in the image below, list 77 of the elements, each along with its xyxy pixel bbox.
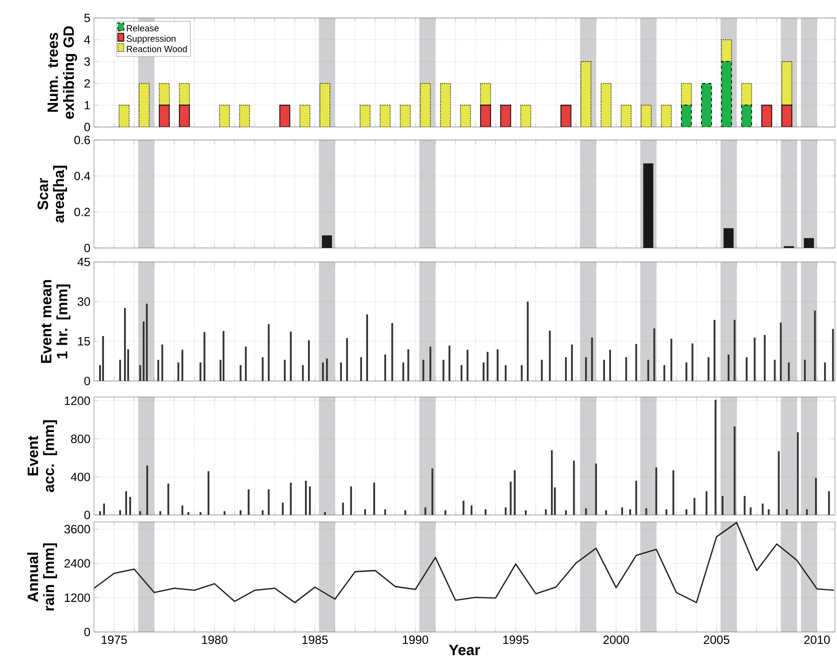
bar — [158, 104, 170, 127]
y-tick-label: 0 — [84, 376, 90, 386]
bar — [500, 104, 512, 127]
y-axis-title: Num. trees exhibting GD — [48, 26, 78, 119]
y-tick-label: 15 — [78, 337, 90, 346]
bar — [781, 61, 792, 106]
x-tick-label: 2010 — [804, 636, 830, 644]
y-axis-title: Event mean 1 hr. [mm] — [41, 280, 70, 363]
legend-label: Suppression — [126, 35, 176, 44]
y-tick-label: 3 — [84, 57, 90, 66]
x-tick-label: 1985 — [302, 636, 328, 644]
bar — [299, 104, 310, 127]
y-tick-label: 45 — [77, 258, 90, 266]
y-tick-label: 1200 — [64, 396, 90, 406]
bar — [721, 39, 732, 62]
bar — [480, 82, 492, 106]
y-tick-label: 0 — [84, 510, 90, 520]
y-tick-label: 5 — [84, 14, 90, 22]
bar — [680, 104, 692, 127]
y-tick-label: 0.2 — [74, 208, 90, 216]
bar — [660, 104, 672, 127]
bar — [701, 82, 712, 127]
bar — [520, 104, 532, 127]
bar — [781, 104, 792, 127]
bar — [279, 104, 290, 127]
y-tick-label: 3600 — [64, 524, 90, 534]
x-tick-label: 2000 — [603, 636, 629, 644]
bar — [138, 82, 150, 127]
y-tick-label: 800 — [71, 434, 90, 444]
y-tick-label: 30 — [78, 297, 90, 306]
bar — [804, 238, 814, 248]
y-tick-label: 2400 — [64, 559, 90, 568]
bar — [721, 61, 732, 127]
bar — [440, 82, 451, 127]
x-tick-label: 1995 — [503, 636, 528, 644]
bar — [680, 82, 692, 106]
bar — [360, 104, 371, 127]
x-axis-title: Year — [448, 644, 480, 656]
y-tick-label: 2 — [84, 79, 90, 88]
y-tick-label: 1200 — [64, 593, 90, 602]
bar — [320, 82, 330, 127]
y-axis-title: Scar area[ha] — [38, 166, 68, 223]
line-series — [94, 522, 835, 604]
bar — [239, 104, 250, 127]
x-tick-label: 2005 — [704, 636, 730, 644]
y-tick-label: 0 — [84, 628, 90, 636]
bar — [420, 82, 431, 127]
bar — [741, 82, 752, 106]
bar — [118, 104, 130, 127]
bar — [620, 104, 632, 127]
y-tick-label: 0 — [84, 122, 90, 132]
y-tick-label: 0 — [84, 244, 90, 252]
y-tick-label: 4 — [84, 36, 90, 44]
y-tick-label: 1 — [84, 101, 90, 110]
y-axis-title: Annual rain [mm] — [27, 543, 58, 610]
x-tick-label: 1975 — [102, 636, 127, 644]
bar — [761, 104, 772, 127]
bar — [600, 82, 612, 127]
bar — [724, 228, 734, 248]
y-tick-label: 400 — [70, 472, 90, 482]
bar — [178, 82, 190, 106]
bar — [741, 104, 752, 127]
bar — [322, 235, 332, 248]
bar — [400, 104, 411, 127]
bar — [580, 61, 592, 127]
legend-label: Release — [126, 24, 159, 32]
legend-label: Reaction Wood — [126, 46, 187, 52]
bar — [380, 104, 391, 127]
x-tick-label: 1980 — [202, 636, 228, 644]
bar — [640, 104, 652, 127]
y-axis-title: Event acc. [mm] — [28, 420, 58, 492]
bar — [219, 104, 230, 127]
y-tick-label: 0.6 — [74, 136, 90, 144]
bar — [460, 104, 471, 127]
bar — [158, 82, 170, 106]
x-tick-label: 1990 — [402, 636, 428, 644]
y-tick-label: 0.4 — [74, 172, 90, 180]
